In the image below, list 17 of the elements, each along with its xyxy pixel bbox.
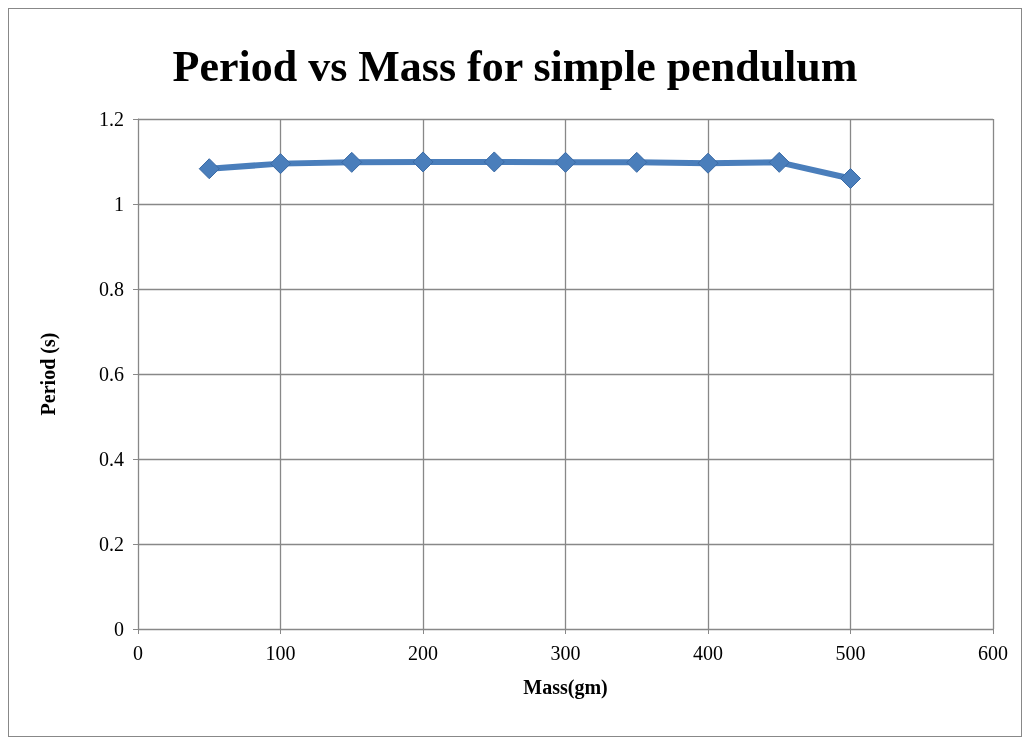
x-tick-label: 200 (408, 642, 438, 664)
y-tick-label: 0 (114, 618, 124, 640)
chart-title: Period vs Mass for simple pendulum (172, 41, 858, 91)
x-tick-label: 100 (265, 642, 296, 664)
x-tick-label: 400 (693, 642, 723, 664)
x-tick-label: 300 (550, 642, 581, 664)
y-tick-label: 0.8 (99, 278, 124, 300)
y-tick-label: 1.2 (99, 108, 124, 130)
x-tick-label: 0 (133, 642, 143, 664)
y-axis-title: Period (s) (37, 332, 60, 416)
x-tick-label: 600 (978, 642, 1008, 664)
y-tick-label: 0.6 (99, 363, 124, 385)
x-tick-label: 500 (835, 642, 866, 664)
y-tick-label: 0.4 (99, 448, 124, 470)
y-tick-label: 1 (114, 193, 124, 215)
x-axis-title: Mass(gm) (523, 676, 608, 699)
y-tick-label: 0.2 (99, 533, 124, 555)
